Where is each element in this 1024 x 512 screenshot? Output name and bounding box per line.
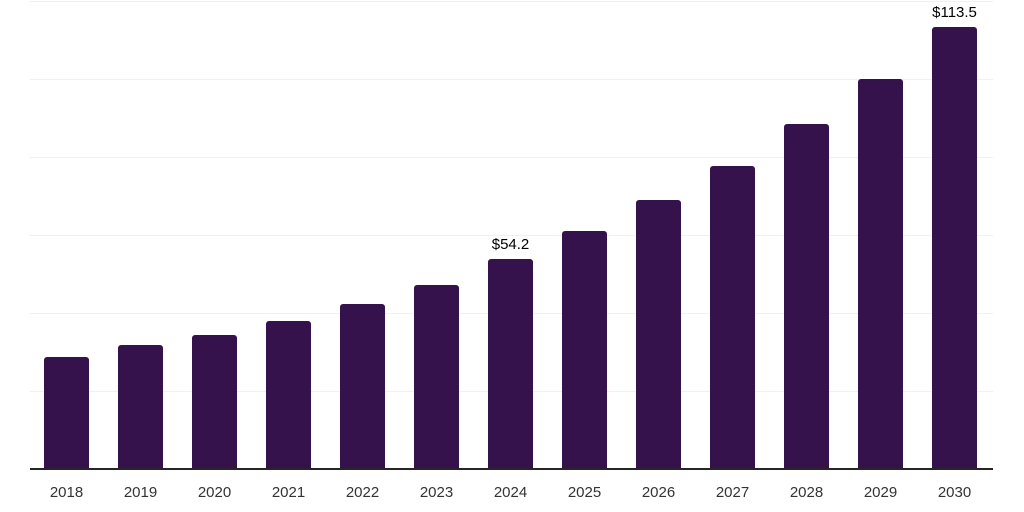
x-tick-2027: 2027 [715, 484, 750, 501]
bar-2030 [932, 27, 977, 470]
x-tick-2028: 2028 [789, 484, 824, 501]
bar-2021 [266, 321, 311, 470]
x-tick-2018: 2018 [49, 484, 84, 501]
value-label-2024: $54.2 [491, 235, 530, 253]
bar-2019 [118, 344, 163, 470]
bar-2028 [784, 124, 829, 470]
x-axis-labels: 2018 2019 2020 2021 2022 2023 2024 2025 2026 2027… [30, 484, 993, 506]
gridline-100 [30, 79, 993, 80]
x-tick-2019: 2019 [123, 484, 158, 501]
x-tick-2021: 2021 [271, 484, 306, 501]
bar-2025 [562, 230, 607, 470]
gridline-60 [30, 235, 993, 236]
plot-area: $54.2 $113.5 [30, 1, 993, 470]
gridline-80 [30, 157, 993, 158]
x-tick-2020: 2020 [197, 484, 232, 501]
bar-2026 [636, 200, 681, 470]
value-label-2030: $113.5 [932, 4, 977, 22]
x-tick-2029: 2029 [863, 484, 898, 501]
x-tick-2025: 2025 [567, 484, 602, 501]
x-tick-2023: 2023 [419, 484, 454, 501]
x-tick-2026: 2026 [641, 484, 676, 501]
bar-2020 [192, 335, 237, 470]
x-axis-line [30, 468, 993, 470]
x-tick-2030: 2030 [937, 484, 972, 501]
x-tick-2022: 2022 [345, 484, 380, 501]
bar-2027 [710, 166, 755, 470]
x-tick-2024: 2024 [493, 484, 528, 501]
bar-2024 [488, 258, 533, 470]
bar-2022 [340, 303, 385, 470]
bar-2018 [44, 356, 89, 470]
bar-2023 [414, 285, 459, 470]
gridline-120 [30, 1, 993, 2]
bar-2029 [858, 79, 903, 470]
